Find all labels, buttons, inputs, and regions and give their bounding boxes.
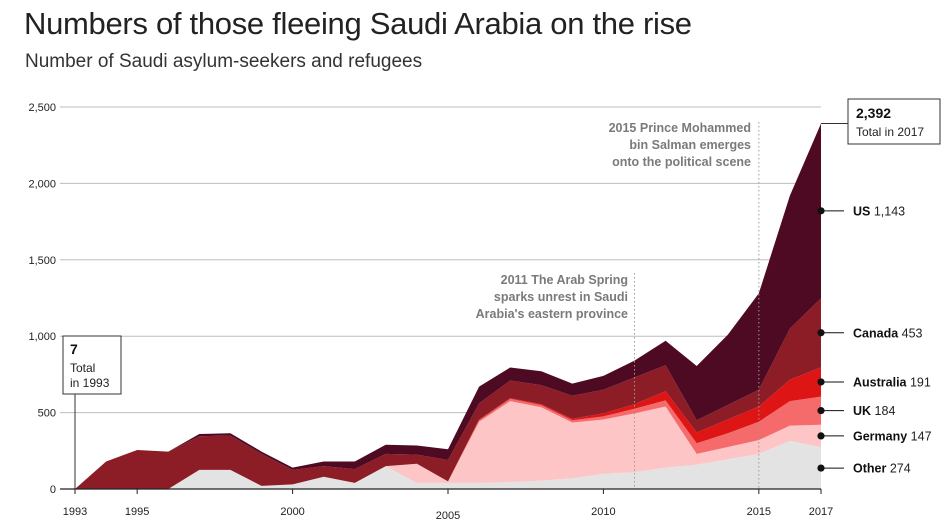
area-series <box>75 123 821 489</box>
x-axis-labels: 1993 1995 2000 2005 2010 2015 2017 <box>63 506 833 522</box>
series-label-other: Other 274 <box>853 462 911 476</box>
y-tick-label: 1,500 <box>28 255 56 267</box>
series-label-us: US 1,143 <box>853 204 905 218</box>
annotation-lines <box>74 122 760 489</box>
series-labels: Other 274 Germany 147 UK 184 Australia 191 C… <box>817 204 932 476</box>
chart-title: Numbers of those fleeing Saudi Arabia on… <box>24 6 692 41</box>
area-germany <box>75 401 821 489</box>
annotation-text-2011: sparks unrest in Saudi <box>494 290 628 304</box>
start-total-label: Total <box>70 361 95 375</box>
x-tick-label: 2017 <box>809 506 833 518</box>
area-other <box>75 440 821 489</box>
y-tick-label: 500 <box>38 408 56 420</box>
x-axis <box>60 488 822 494</box>
y-tick-label: 2,000 <box>28 178 56 190</box>
x-tick-label: 2015 <box>747 506 771 518</box>
y-tick-label: 2,500 <box>28 102 56 114</box>
start-total-value: 7 <box>70 341 78 357</box>
chart-subtitle: Number of Saudi asylum-seekers and refug… <box>25 51 423 72</box>
annotation-text-2015: bin Salman emerges <box>629 138 751 152</box>
annotation-text-2015: onto the political scene <box>612 155 751 169</box>
x-tick-label: 1995 <box>125 506 149 518</box>
area-canada <box>75 298 821 489</box>
series-label-germany: Germany 147 <box>853 429 932 443</box>
y-axis-labels: 0 500 1,000 1,500 2,000 2,500 <box>28 102 56 496</box>
y-tick-label: 0 <box>50 484 56 496</box>
y-tick-label: 1,000 <box>28 331 56 343</box>
end-total-box <box>847 98 941 145</box>
series-label-canada: Canada 453 <box>853 326 923 340</box>
start-total-label: in 1993 <box>70 376 110 390</box>
annotation-text-2011: 2011 The Arab Spring <box>501 273 628 287</box>
annotation-text-2015: 2015 Prince Mohammed <box>609 121 751 135</box>
x-tick-label: 1993 <box>63 506 87 518</box>
x-tick-label: 2005 <box>436 510 460 522</box>
annotation-text-2011: Arabia's eastern province <box>476 307 628 321</box>
x-tick-label: 2010 <box>591 506 615 518</box>
end-total-label: Total in 2017 <box>856 125 924 139</box>
series-label-uk: UK 184 <box>853 404 895 418</box>
series-label-australia: Australia 191 <box>853 375 931 389</box>
end-total-value: 2,392 <box>856 105 891 121</box>
start-total-box <box>62 335 122 395</box>
x-tick-label: 2000 <box>280 506 304 518</box>
annotations: 2011 The Arab Spring sparks unrest in Sau… <box>476 121 751 321</box>
